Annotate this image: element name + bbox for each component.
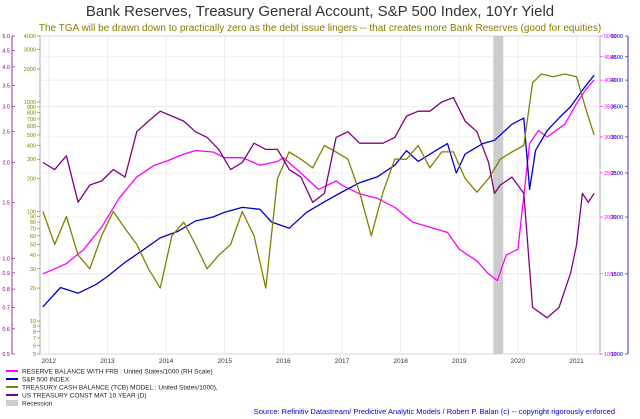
legend-swatch-recession — [6, 400, 18, 406]
right-tick-label: 2500 — [604, 171, 616, 177]
left-tick-label: 30 — [30, 267, 36, 273]
right-tick-label: 2000 — [604, 215, 616, 221]
far-left-tick-label: 0.5 — [2, 352, 10, 358]
left-tick-label: 300 — [27, 157, 36, 163]
right-tick-label: 3500 — [604, 104, 616, 110]
legend-label-4: US TREASURY CONST MAT 10 YEAR (D) — [22, 393, 147, 400]
legend-label-3: TREASURY CASH BALANCE (TCB) MODEL : Unit… — [22, 385, 218, 392]
left-tick-label: 8 — [33, 330, 36, 336]
left-tick-label: 7 — [33, 336, 36, 342]
left-tick-label: 60 — [30, 234, 36, 240]
chart-title: Bank Reserves, Treasury General Account,… — [86, 3, 554, 20]
series-line-3 — [42, 73, 595, 289]
left-tick-label: 100 — [27, 209, 36, 215]
left-tick-label: 600 — [27, 124, 36, 130]
far-left-tick-label: 0.8 — [2, 287, 10, 293]
left-tick-label: 10 — [30, 319, 36, 325]
far-left-tick-label: 4.0 — [2, 65, 10, 71]
x-tick-label: 2015 — [217, 358, 232, 365]
left-tick-label: 50 — [30, 242, 36, 248]
recession-bar — [493, 36, 504, 354]
x-tick-label: 2021 — [569, 358, 584, 365]
far-left-tick-label: 1.5 — [2, 200, 10, 206]
far-right-tick-label: 2000 — [611, 215, 623, 221]
legend-label-2: S&P 500 INDEX — [22, 377, 70, 384]
plot-area — [39, 35, 601, 355]
far-left-tick-label: 4.5 — [2, 49, 10, 55]
series-layer — [42, 73, 595, 319]
left-tick-label: 400 — [27, 144, 36, 150]
left-tick-label: 1000 — [24, 100, 36, 106]
left-tick-label: 20 — [30, 286, 36, 292]
x-tick-label: 2017 — [335, 358, 350, 365]
far-left-tick-label: 0.6 — [2, 327, 10, 333]
left-tick-label: 70 — [30, 226, 36, 232]
right-tick-label: 3000 — [604, 135, 616, 141]
far-right-tick-label: 1000 — [611, 352, 623, 358]
x-tick-label: 2019 — [452, 358, 467, 365]
series-line-2 — [42, 74, 595, 308]
right-tick-label: 4000 — [604, 78, 616, 84]
left-tick-label: 40 — [30, 253, 36, 259]
x-tick-label: 2014 — [159, 358, 174, 365]
far-right-tick-label: 4500 — [611, 55, 623, 61]
left-tick-label: 2000 — [24, 67, 36, 73]
far-right-tick-label: 3000 — [611, 135, 623, 141]
series-line-4 — [42, 96, 595, 319]
far-left-tick-label: 0.9 — [2, 271, 10, 277]
far-right-tick-label: 4000 — [611, 78, 623, 84]
chart-subtitle: The TGA will be drawn down to practicall… — [39, 23, 601, 34]
grid — [40, 35, 600, 355]
far-right-tick-label: 3500 — [611, 104, 623, 110]
far-right-tick-label: 5000 — [611, 34, 623, 40]
x-tick-label: 2016 — [276, 358, 291, 365]
left-tick-label: 900 — [27, 105, 36, 111]
far-right-tick-label: 1500 — [611, 272, 623, 278]
recession-band — [493, 36, 504, 354]
legend-label-1: RESERVE BALANCE WITH FRB : United States… — [22, 369, 213, 376]
source-note: Source: Refinitiv Datastream/ Predictive… — [254, 407, 615, 416]
legend-label-recession: Recession — [22, 401, 53, 408]
right-tick-label: 1000 — [604, 352, 616, 358]
far-left-tick-label: 1.0 — [2, 256, 10, 262]
right-tick-label: 5000 — [604, 34, 616, 40]
left-tick-label: 9 — [33, 324, 36, 330]
legend: RESERVE BALANCE WITH FRB : United States… — [6, 369, 218, 408]
left-tick-label: 3000 — [24, 48, 36, 54]
left-tick-label: 80 — [30, 220, 36, 226]
right-tick-label: 4500 — [604, 55, 616, 61]
left-tick-label: 800 — [27, 111, 36, 117]
far-left-tick-label: 0.7 — [2, 306, 10, 312]
far-right-tick-label: 2500 — [611, 171, 623, 177]
right-tick-label: 1500 — [604, 272, 616, 278]
x-tick-label: 2012 — [42, 358, 57, 365]
x-tick-label: 2013 — [100, 358, 115, 365]
left-tick-label: 4000 — [24, 34, 36, 40]
left-tick-label: 6 — [33, 343, 36, 349]
left-tick-label: 5 — [33, 352, 36, 358]
far-left-tick-label: 3.5 — [2, 83, 10, 89]
far-left-tick-label: 2.0 — [2, 161, 10, 167]
far-left-tick-label: 5.0 — [2, 34, 10, 40]
left-tick-label: 700 — [27, 117, 36, 123]
left-tick-label: 500 — [27, 133, 36, 139]
x-tick-label: 2018 — [393, 358, 408, 365]
left-tick-label: 90 — [30, 214, 36, 220]
far-left-tick-label: 2.5 — [2, 130, 10, 136]
axes-layer: 0.5 0.6 0.7 0.8 0.9 1.0 1.5 2.0 2.5 3.0 3.5 4.0 4.5 5… — [2, 34, 629, 365]
far-left-tick-label: 3.0 — [2, 105, 10, 111]
left-tick-label: 200 — [27, 177, 36, 183]
x-tick-label: 2020 — [511, 358, 526, 365]
